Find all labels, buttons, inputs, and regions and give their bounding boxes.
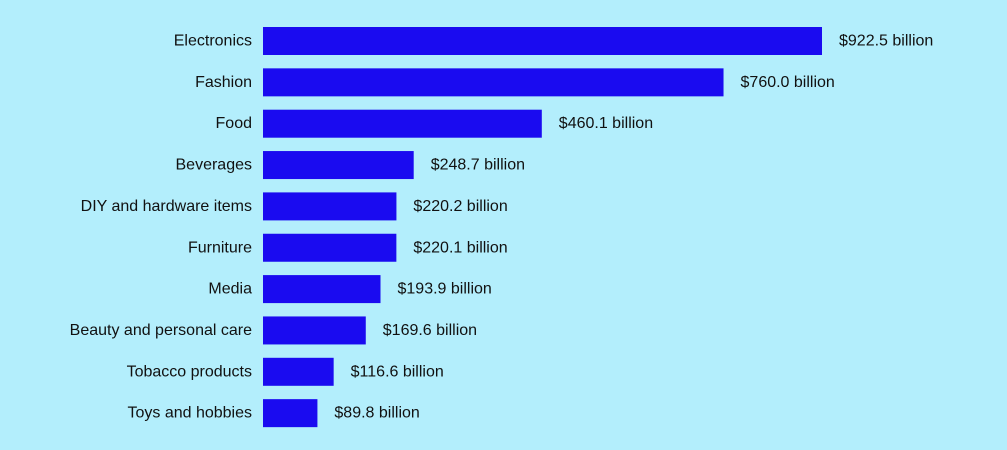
value-label: $460.1 billion [559, 115, 653, 132]
category-label: Beauty and personal care [70, 322, 252, 339]
category-label: DIY and hardware items [81, 198, 252, 215]
value-label: $220.2 billion [413, 198, 507, 215]
category-label: Furniture [188, 239, 252, 256]
value-label: $193.9 billion [398, 281, 492, 298]
value-label: $248.7 billion [431, 157, 525, 174]
category-label: Beverages [176, 157, 253, 174]
bar-4 [263, 192, 397, 221]
bar-5 [263, 233, 397, 262]
category-label: Toys and hobbies [127, 405, 252, 422]
value-label: $89.8 billion [334, 405, 419, 422]
bar-1 [263, 68, 724, 97]
category-label: Tobacco products [127, 363, 252, 380]
bar-8 [263, 357, 334, 386]
bars-group [263, 27, 822, 428]
value-label: $922.5 billion [839, 33, 933, 50]
category-label: Fashion [195, 74, 252, 91]
bar-3 [263, 151, 414, 180]
bar-0 [263, 27, 822, 55]
value-label: $116.6 billion [351, 363, 444, 380]
value-labels-group: $922.5 billion $760.0 billion $460.1 billi… [334, 33, 933, 422]
category-label: Electronics [174, 33, 252, 50]
category-label: Media [208, 281, 252, 298]
value-label: $760.0 billion [741, 74, 835, 91]
bar-2 [263, 109, 542, 138]
bar-9 [263, 399, 318, 428]
category-label: Food [216, 115, 252, 132]
bar-7 [263, 316, 366, 345]
value-label: $220.1 billion [413, 239, 507, 256]
category-labels-group: Electronics Fashion Food Beverages DIY and h… [70, 33, 252, 422]
value-label: $169.6 billion [383, 322, 477, 339]
bar-6 [263, 275, 381, 304]
